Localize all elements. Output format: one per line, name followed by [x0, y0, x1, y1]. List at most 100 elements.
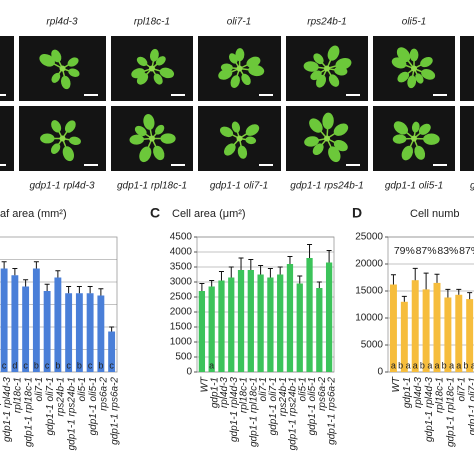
bar	[316, 288, 323, 372]
x-tick-label: gdp1-1 rpl4d-3	[2, 377, 13, 442]
significance-letter: b	[98, 360, 103, 370]
panel-label: D	[352, 205, 362, 221]
x-tick-label: rpl4d-3	[219, 377, 230, 409]
leaf-blade	[421, 68, 436, 80]
error-bar	[228, 266, 234, 278]
y-tick-label: 15000	[355, 286, 383, 297]
leaf-blade	[328, 146, 341, 163]
x-tick-label: gdp1-1 rpl4d-3	[424, 377, 435, 442]
significance-letter: a	[434, 360, 439, 370]
significance-letter: c	[45, 360, 50, 370]
leaf-blade	[246, 56, 261, 68]
leaf-blade	[245, 136, 257, 145]
significance-letter: b a	[442, 360, 455, 370]
leaf-blade	[401, 145, 414, 161]
x-tick-label: rps6a-2	[317, 377, 328, 411]
leaf-blade	[60, 75, 71, 90]
leaf-blade	[310, 70, 322, 81]
leaf-blade	[159, 67, 175, 79]
significance-letter: b	[77, 360, 82, 370]
x-tick-label: oli7-1	[258, 377, 269, 401]
leaf-blade	[40, 133, 55, 144]
leaf-blade	[68, 136, 81, 146]
bar	[97, 295, 105, 372]
leaf-blade	[423, 133, 440, 145]
leaf-blade	[335, 57, 352, 70]
genotype-label: g	[470, 181, 474, 192]
leaf-blade	[39, 53, 55, 67]
scale-bar	[433, 94, 447, 96]
y-tick-label: 4000	[170, 247, 193, 258]
leaf-blade	[237, 145, 248, 159]
leaf-blade	[241, 73, 251, 86]
bar	[198, 291, 206, 372]
bar	[455, 294, 463, 372]
x-tick-label: rps6a-2	[99, 377, 110, 411]
percent-label: 87%	[416, 245, 437, 257]
rosette-center	[236, 135, 243, 142]
leaf-blade	[153, 145, 165, 161]
leaf-blade	[136, 56, 148, 67]
leaf-blade	[304, 136, 319, 147]
x-tick-label: gdp1-1 rps24b-1	[66, 377, 77, 450]
bar	[65, 293, 73, 372]
significance-letter: c	[23, 360, 28, 370]
bar	[22, 286, 30, 372]
bar	[444, 297, 452, 372]
leaf-blade	[220, 126, 234, 138]
leaf-blade	[397, 71, 410, 83]
rosette-center	[59, 65, 66, 72]
leaf-blade	[415, 73, 424, 84]
photo-tile	[460, 36, 474, 101]
plot-frame	[196, 236, 335, 373]
leaf-blade	[149, 48, 159, 62]
leaf-blade	[68, 68, 80, 77]
y-tick-label: 1000	[170, 337, 193, 348]
error-bar	[209, 280, 215, 287]
bar	[86, 293, 94, 372]
error-bar	[66, 286, 72, 294]
chart-title: Cell area (μm²)	[172, 208, 246, 220]
error-bar	[456, 288, 462, 295]
bar	[286, 264, 294, 372]
leaf-blade	[155, 124, 165, 135]
leaf-blade	[64, 120, 76, 133]
scale-bar	[0, 164, 6, 166]
significance-letter: c	[2, 360, 7, 370]
x-tick-label: gdp1-1 rps24b-1	[288, 377, 299, 450]
scale-bar	[84, 164, 98, 166]
scale-bar	[171, 164, 185, 166]
x-tick-label: rpl4d-3	[413, 377, 424, 409]
bar	[267, 277, 274, 372]
error-bar	[434, 273, 440, 283]
leaf-blade	[407, 75, 417, 89]
significance-letter: c	[66, 360, 71, 370]
bar	[277, 274, 284, 372]
error-bar	[55, 270, 61, 278]
significance-letter: a	[391, 360, 396, 370]
error-bar	[467, 292, 473, 300]
bar	[325, 262, 333, 372]
y-tick-label: 20000	[355, 259, 383, 270]
percent-label: 79%	[394, 245, 415, 257]
error-bar	[297, 275, 303, 284]
genotype-label: gdp1-1 rpl18c-1	[117, 181, 187, 192]
leaf-blade	[50, 143, 61, 154]
scale-bar	[346, 94, 360, 96]
error-bar	[307, 244, 313, 258]
significance-letter: d	[12, 360, 17, 370]
leaf-blade	[420, 56, 433, 68]
leaf-blade	[155, 56, 166, 66]
leaf-blade	[51, 72, 61, 83]
leaf-blade	[224, 143, 236, 156]
scale-bar	[259, 94, 273, 96]
y-tick-label: 500	[175, 352, 192, 363]
y-tick-label: 0	[377, 367, 383, 378]
x-tick-label: gdp1-1 rps6a-2	[109, 377, 120, 445]
chart-title: af area (mm²)	[0, 208, 67, 220]
leaf-blade	[309, 118, 323, 133]
x-tick-label: gdp1-1 rpl18c-1	[248, 377, 259, 447]
y-tick-label: 4500	[170, 232, 193, 243]
rosette-center	[411, 65, 417, 72]
x-tick-label: gdp1-1 rpl4d-3	[229, 377, 240, 442]
